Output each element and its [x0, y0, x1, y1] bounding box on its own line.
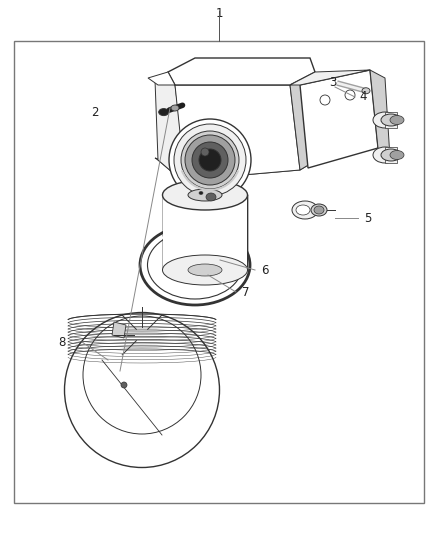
- Ellipse shape: [381, 114, 401, 126]
- Ellipse shape: [188, 189, 222, 201]
- Ellipse shape: [345, 90, 355, 100]
- Ellipse shape: [320, 95, 330, 105]
- Ellipse shape: [121, 382, 127, 388]
- Ellipse shape: [83, 316, 201, 434]
- Ellipse shape: [199, 191, 203, 195]
- Ellipse shape: [181, 131, 239, 189]
- Ellipse shape: [311, 204, 327, 216]
- Polygon shape: [148, 72, 175, 85]
- Polygon shape: [112, 322, 126, 338]
- Polygon shape: [163, 195, 247, 270]
- Text: 4: 4: [359, 91, 367, 103]
- Ellipse shape: [206, 193, 216, 201]
- Ellipse shape: [373, 147, 397, 163]
- Text: 7: 7: [242, 286, 250, 298]
- Text: 2: 2: [91, 107, 99, 119]
- Ellipse shape: [174, 124, 246, 196]
- Ellipse shape: [390, 116, 404, 125]
- Ellipse shape: [201, 148, 209, 156]
- Ellipse shape: [162, 180, 247, 210]
- Ellipse shape: [169, 119, 251, 201]
- Text: 5: 5: [364, 212, 372, 224]
- Polygon shape: [385, 112, 397, 128]
- Polygon shape: [155, 72, 185, 172]
- Polygon shape: [370, 70, 390, 158]
- Ellipse shape: [373, 112, 397, 128]
- Text: 8: 8: [58, 335, 66, 349]
- Ellipse shape: [185, 135, 235, 185]
- Ellipse shape: [314, 206, 324, 214]
- Text: 3: 3: [329, 77, 337, 90]
- Polygon shape: [168, 58, 315, 85]
- Bar: [14, 41, 424, 503]
- Ellipse shape: [381, 149, 401, 161]
- Ellipse shape: [64, 312, 219, 467]
- Polygon shape: [155, 148, 325, 180]
- Polygon shape: [290, 70, 370, 85]
- Ellipse shape: [188, 264, 222, 276]
- Ellipse shape: [362, 88, 370, 94]
- Polygon shape: [175, 85, 300, 180]
- Ellipse shape: [159, 109, 169, 116]
- Polygon shape: [385, 147, 397, 163]
- Ellipse shape: [296, 205, 310, 215]
- Ellipse shape: [292, 201, 318, 219]
- Ellipse shape: [162, 255, 247, 285]
- Polygon shape: [290, 72, 325, 170]
- Ellipse shape: [192, 142, 228, 178]
- Text: 1: 1: [215, 7, 223, 20]
- Text: 6: 6: [261, 263, 269, 277]
- Ellipse shape: [171, 105, 179, 111]
- Ellipse shape: [199, 149, 221, 171]
- Polygon shape: [300, 70, 378, 168]
- Ellipse shape: [390, 150, 404, 159]
